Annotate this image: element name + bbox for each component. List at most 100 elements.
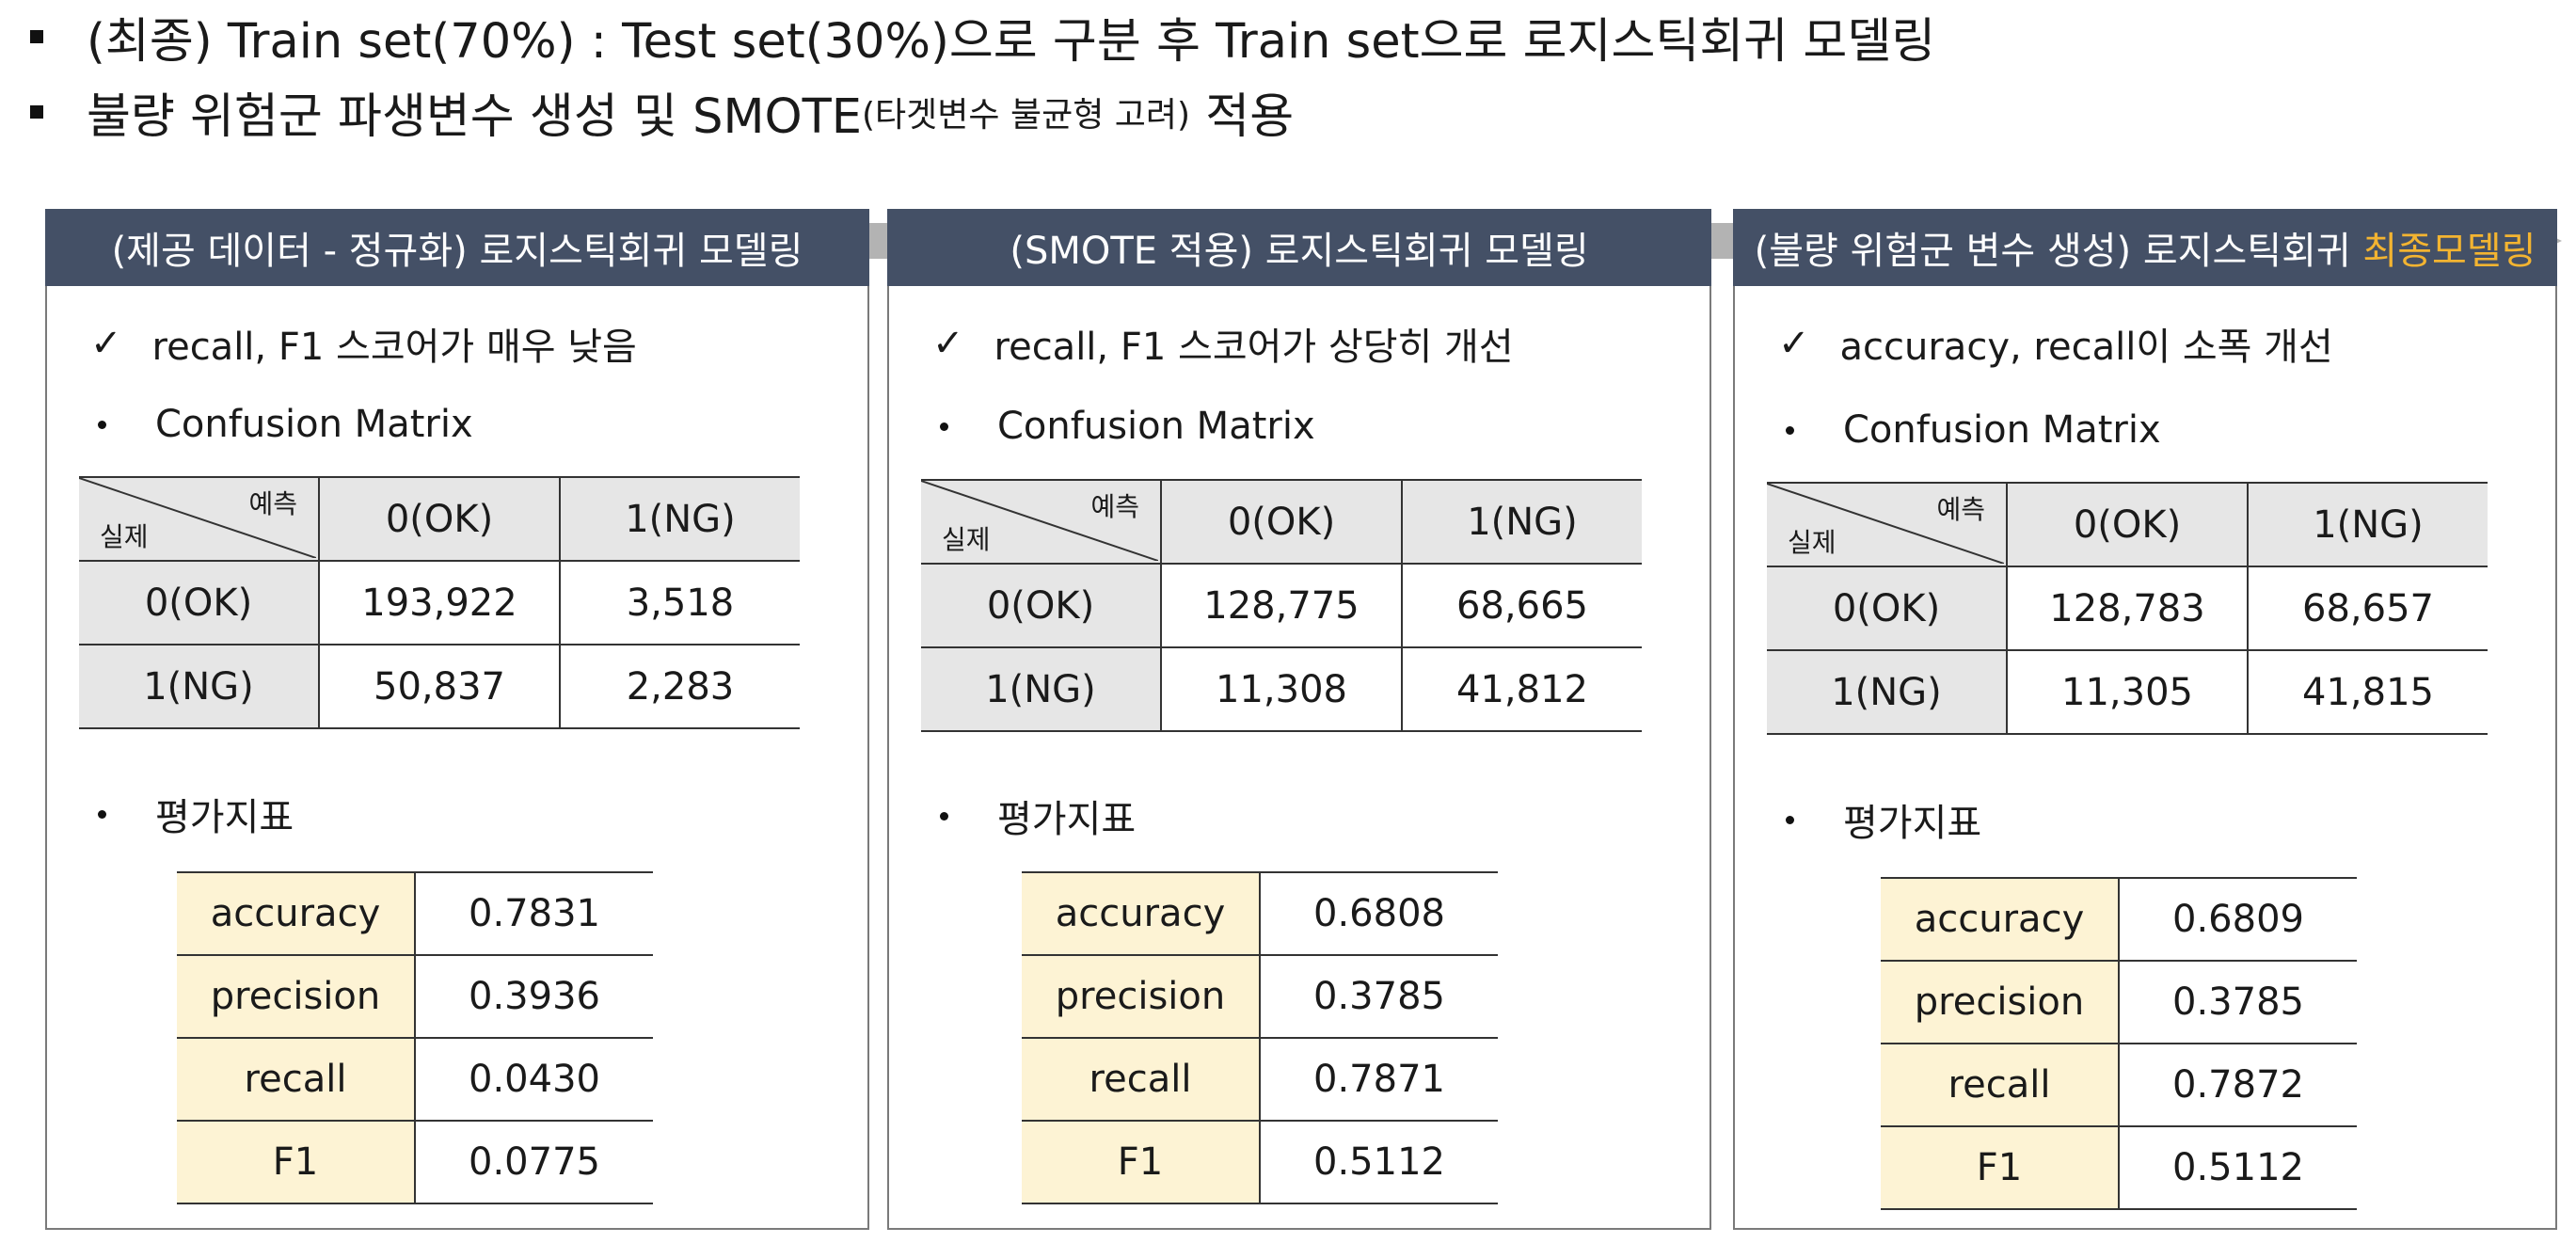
panel-title-text: (제공 데이터 - 정규화) 로지스틱회귀 모델링 — [111, 230, 803, 273]
matrix-row-header: 1(NG) — [1767, 649, 2007, 735]
metric-name: precision — [1881, 960, 2120, 1044]
metrics-table: accuracy 0.6809 precision 0.3785 recall 0.7… — [1881, 877, 2357, 1210]
panel-title-text: (불량 위험군 변수 생성) 로지스틱회귀 — [1754, 230, 2363, 273]
panel-note: ✓ recall, F1 스코어가 상당히 개선 — [932, 316, 1514, 371]
predicted-label: 예측 — [1090, 491, 1139, 522]
metric-name: recall — [1881, 1043, 2120, 1127]
table-row: 0(OK) 128,783 68,657 — [1767, 566, 2488, 651]
matrix-cell: 50,837 — [318, 644, 560, 729]
confusion-matrix-label: Confusion Matrix — [997, 405, 1315, 448]
bullet-text: 불량 위험군 파생변수 생성 및 SMOTE — [87, 89, 862, 145]
evaluation-label: 평가지표 — [155, 796, 294, 839]
matrix-cell: 41,815 — [2247, 649, 2488, 735]
table-row: recall 0.7872 — [1881, 1043, 2357, 1127]
metric-value: 0.5112 — [1260, 1120, 1498, 1204]
confusion-matrix-table: 예측 실제 0(OK) 1(NG) 0(OK) 128,775 68,665 1… — [921, 479, 1642, 732]
evaluation-heading: 평가지표 — [98, 787, 294, 841]
panel-title-text: (SMOTE 적용) 로지스틱회귀 모델링 — [1010, 230, 1589, 273]
table-row: 예측 실제 0(OK) 1(NG) — [1767, 482, 2488, 567]
panel-title-highlight: 최종모델링 — [2362, 230, 2536, 273]
matrix-corner-cell: 예측 실제 — [79, 476, 319, 562]
panel-note: ✓ recall, F1 스코어가 매우 낮음 — [90, 316, 637, 371]
table-row: F1 0.5112 — [1022, 1120, 1498, 1204]
dot-bullet-icon — [98, 420, 106, 429]
table-row: precision 0.3936 — [177, 954, 653, 1039]
confusion-matrix-label: Confusion Matrix — [155, 403, 473, 446]
confusion-matrix-heading: Confusion Matrix — [98, 403, 473, 446]
metric-value: 0.7871 — [1260, 1037, 1498, 1122]
summary-bullet-2: 불량 위험군 파생변수 생성 및 SMOTE (타겟변수 불균형 고려) 적용 — [30, 79, 1294, 145]
metric-value: 0.0430 — [415, 1037, 653, 1122]
confusion-matrix-table: 예측 실제 0(OK) 1(NG) 0(OK) 193,922 3,518 1(… — [79, 476, 800, 729]
table-row: recall 0.7871 — [1022, 1037, 1498, 1122]
matrix-col-header: 1(NG) — [1401, 479, 1642, 565]
panel-baseline: (제공 데이터 - 정규화) 로지스틱회귀 모델링 ✓ recall, F1 스… — [45, 205, 869, 1230]
metric-value: 0.3785 — [1260, 954, 1498, 1039]
matrix-row-header: 0(OK) — [1767, 566, 2007, 651]
dot-bullet-icon — [940, 811, 948, 821]
bullet-text: (최종) Train set(70%) : Test set(30%)으로 구분… — [87, 14, 1936, 70]
checkmark-icon: ✓ — [932, 322, 964, 365]
square-bullet-icon — [30, 30, 43, 43]
evaluation-heading: 평가지표 — [940, 789, 1136, 843]
metric-name: recall — [1022, 1037, 1261, 1122]
confusion-matrix-heading: Confusion Matrix — [1786, 408, 2161, 452]
table-row: 1(NG) 11,305 41,815 — [1767, 649, 2488, 735]
table-row: 1(NG) 11,308 41,812 — [921, 646, 1642, 732]
matrix-corner-cell: 예측 실제 — [1767, 482, 2007, 567]
matrix-col-header: 1(NG) — [2247, 482, 2488, 567]
metric-name: accuracy — [177, 871, 416, 956]
metrics-table: accuracy 0.6808 precision 0.3785 recall 0.7… — [1022, 871, 1498, 1204]
matrix-cell: 2,283 — [559, 644, 800, 729]
matrix-cell: 68,657 — [2247, 566, 2488, 651]
summary-bullet-1: (최종) Train set(70%) : Test set(30%)으로 구분… — [30, 4, 1935, 70]
matrix-cell: 3,518 — [559, 560, 800, 645]
table-row: F1 0.5112 — [1881, 1125, 2357, 1210]
metric-value: 0.6809 — [2119, 877, 2357, 962]
panel-note: ✓ accuracy, recall이 소폭 개선 — [1778, 316, 2333, 371]
panel-title: (불량 위험군 변수 생성) 로지스틱회귀 최종모델링 — [1733, 209, 2557, 286]
table-row: precision 0.3785 — [1022, 954, 1498, 1039]
metric-value: 0.5112 — [2119, 1125, 2357, 1210]
matrix-row-header: 1(NG) — [79, 644, 319, 729]
metric-value: 0.6808 — [1260, 871, 1498, 956]
matrix-row-header: 0(OK) — [921, 563, 1161, 648]
matrix-cell: 128,783 — [2006, 566, 2248, 651]
metric-value: 0.7831 — [415, 871, 653, 956]
matrix-col-header: 0(OK) — [2006, 482, 2248, 567]
table-row: 0(OK) 128,775 68,665 — [921, 563, 1642, 648]
confusion-matrix-label: Confusion Matrix — [1843, 408, 2161, 452]
matrix-row-header: 1(NG) — [921, 646, 1161, 732]
dot-bullet-icon — [1786, 815, 1794, 824]
matrix-cell: 193,922 — [318, 560, 560, 645]
actual-label: 실제 — [1788, 527, 1837, 558]
panel-title: (제공 데이터 - 정규화) 로지스틱회귀 모델링 — [45, 209, 869, 286]
table-row: 0(OK) 193,922 3,518 — [79, 560, 800, 645]
table-row: 예측 실제 0(OK) 1(NG) — [79, 476, 800, 562]
table-row: precision 0.3785 — [1881, 960, 2357, 1044]
bullet-small-text: (타겟변수 불균형 고려) — [862, 96, 1191, 135]
table-row: accuracy 0.7831 — [177, 871, 653, 956]
diagonal-line — [921, 481, 1158, 561]
metric-value: 0.3785 — [2119, 960, 2357, 1044]
diagonal-line — [79, 478, 316, 558]
matrix-cell: 11,308 — [1160, 646, 1402, 732]
matrix-col-header: 0(OK) — [318, 476, 560, 562]
diagonal-line — [1767, 484, 2004, 564]
confusion-matrix-heading: Confusion Matrix — [940, 405, 1315, 448]
metrics-table: accuracy 0.7831 precision 0.3936 recall 0.0… — [177, 871, 653, 1204]
matrix-col-header: 0(OK) — [1160, 479, 1402, 565]
table-row: accuracy 0.6808 — [1022, 871, 1498, 956]
metric-name: recall — [177, 1037, 416, 1122]
evaluation-heading: 평가지표 — [1786, 792, 1981, 847]
metric-name: accuracy — [1881, 877, 2120, 962]
matrix-cell: 68,665 — [1401, 563, 1642, 648]
matrix-cell: 128,775 — [1160, 563, 1402, 648]
evaluation-label: 평가지표 — [1843, 802, 1982, 845]
table-row: F1 0.0775 — [177, 1120, 653, 1204]
matrix-col-header: 1(NG) — [559, 476, 800, 562]
metric-name: precision — [177, 954, 416, 1039]
metric-value: 0.3936 — [415, 954, 653, 1039]
table-row: accuracy 0.6809 — [1881, 877, 2357, 962]
checkmark-icon: ✓ — [90, 322, 122, 365]
